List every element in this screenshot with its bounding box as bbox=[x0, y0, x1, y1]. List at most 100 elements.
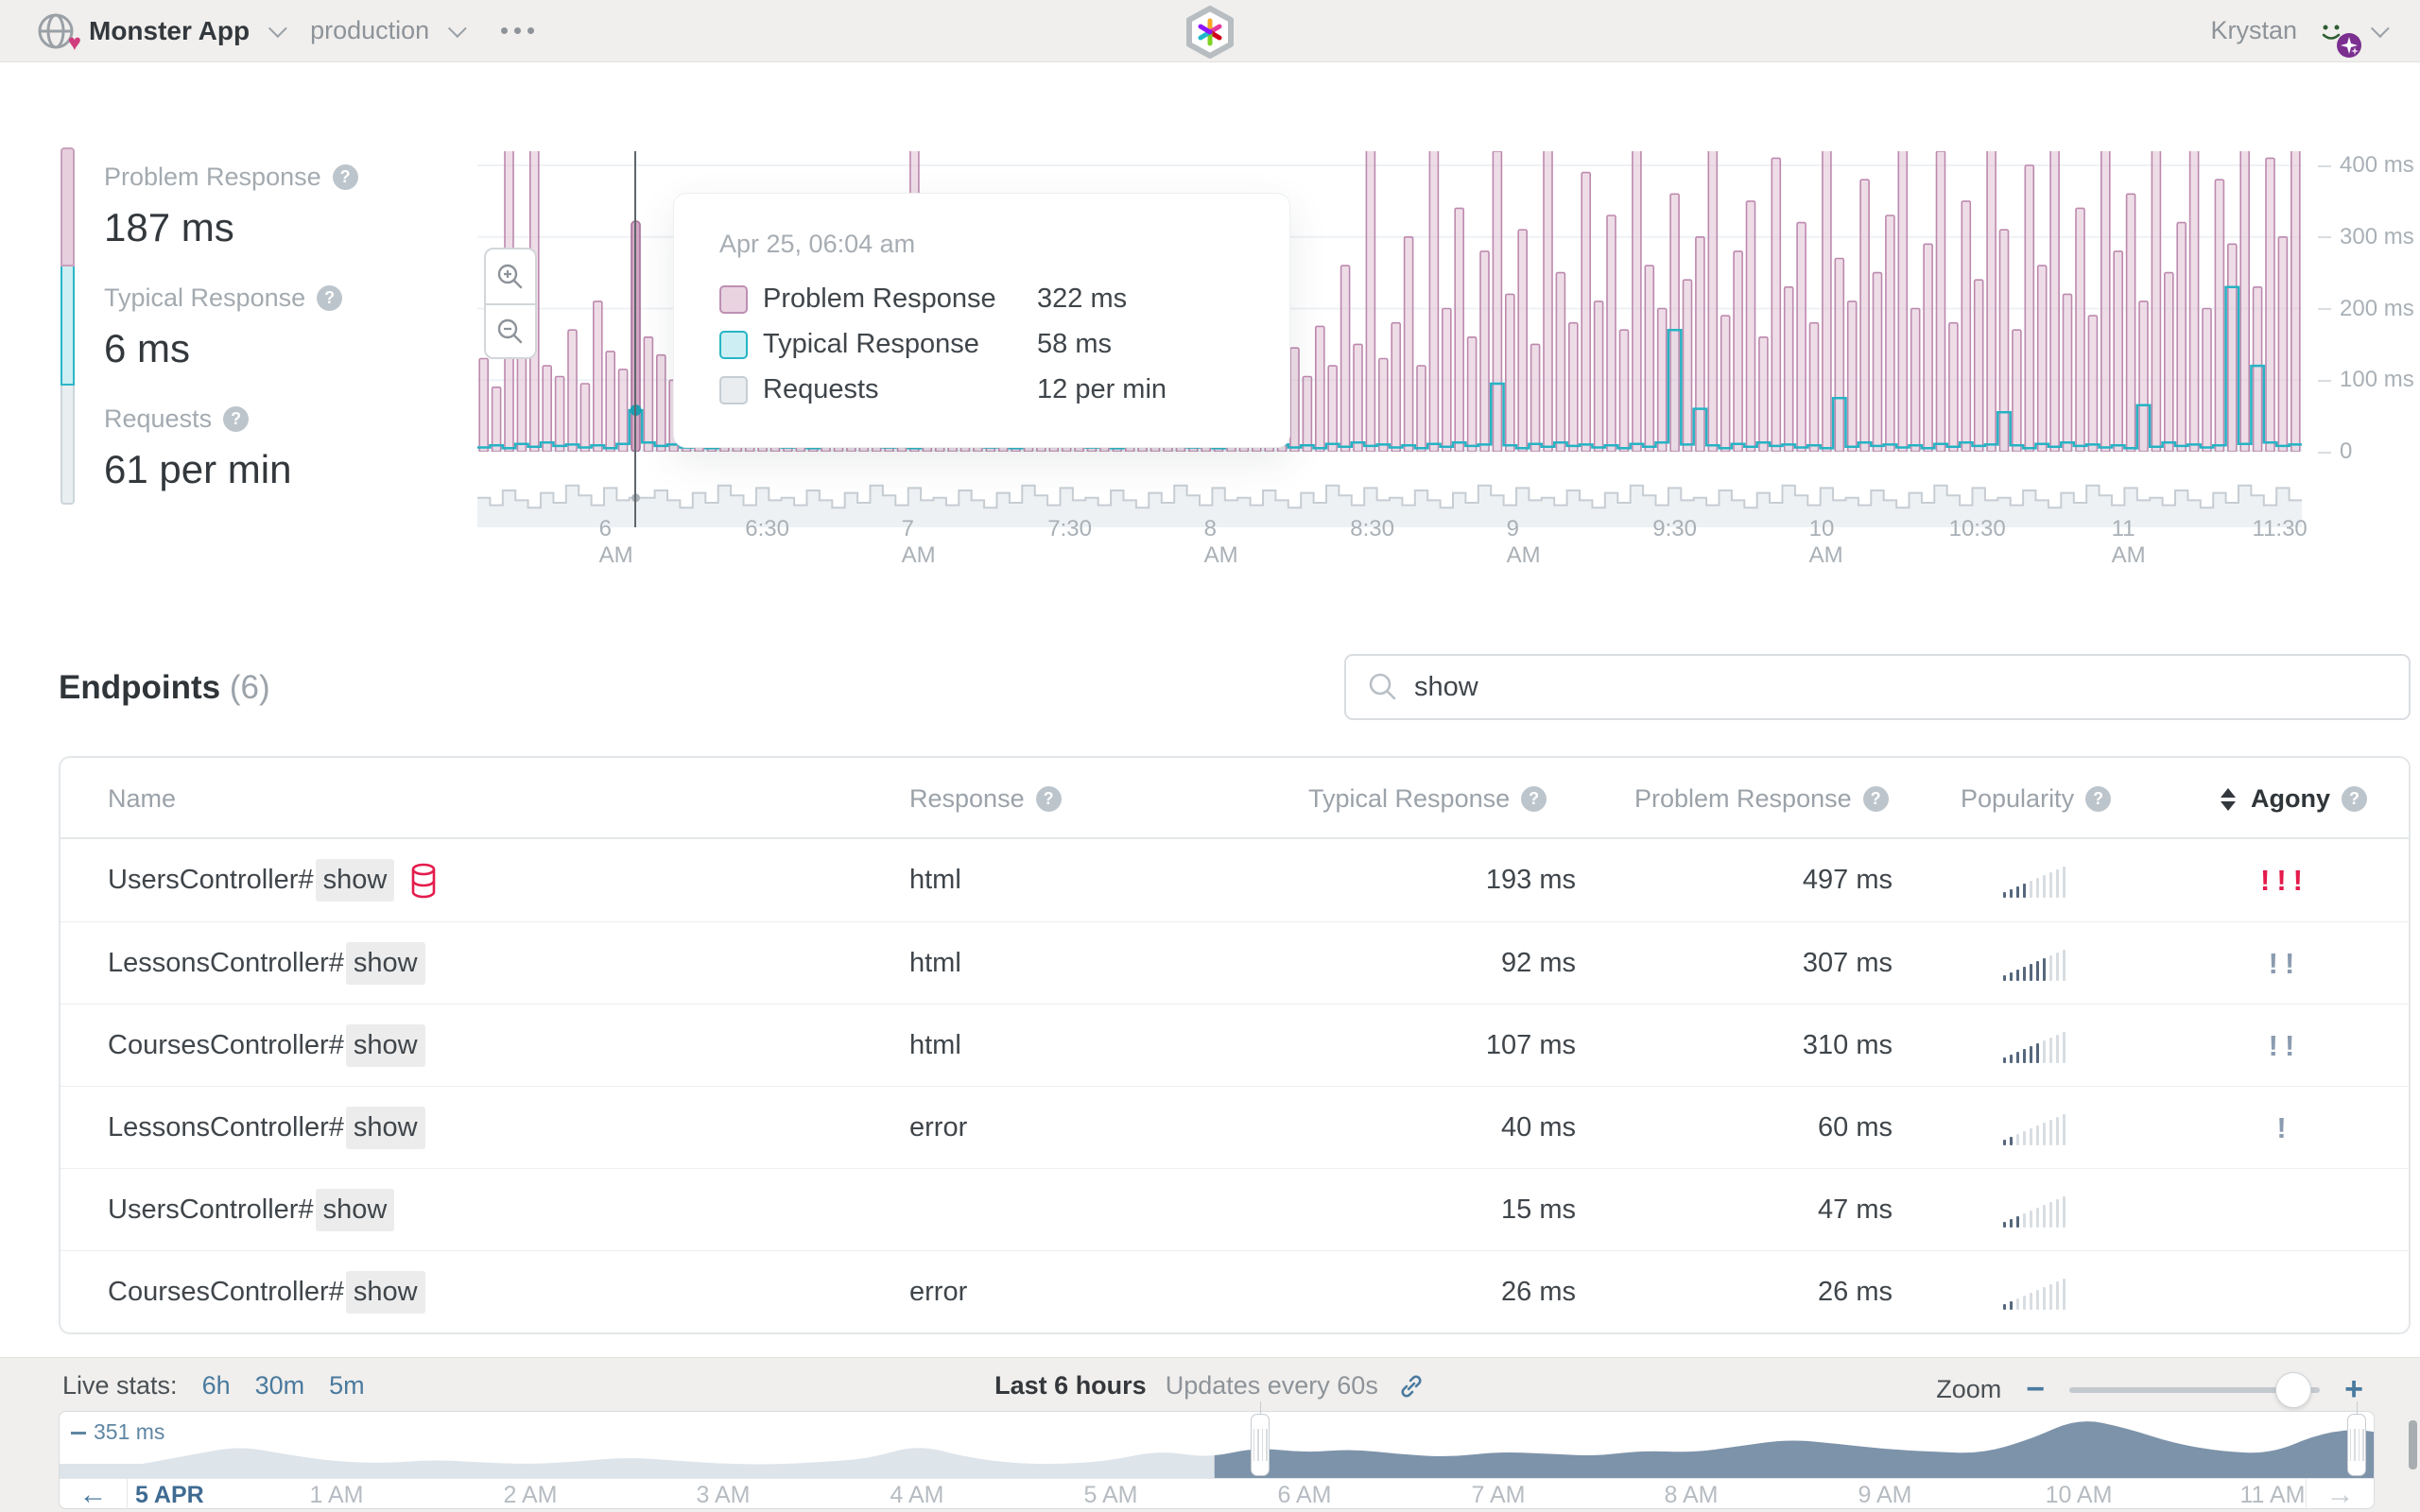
database-alert-icon bbox=[411, 863, 436, 898]
response-type-cell: error bbox=[909, 1112, 968, 1143]
stat-value: 6 ms bbox=[104, 326, 191, 370]
user-avatar[interactable] bbox=[2310, 10, 2361, 58]
search-match-highlight: show bbox=[345, 1024, 425, 1067]
agony-marks: !!! bbox=[2260, 863, 2309, 897]
help-icon[interactable]: ? bbox=[1521, 786, 1547, 812]
user-menu-chevron-icon[interactable] bbox=[2370, 18, 2390, 38]
x-tick-label: 6 AM bbox=[598, 516, 633, 568]
x-tick-label: 8:30 bbox=[1350, 516, 1394, 541]
zoom-slider[interactable] bbox=[2069, 1371, 2321, 1408]
endpoint-name-link[interactable]: LessonsController# show bbox=[108, 922, 425, 1005]
endpoint-name-link[interactable]: CoursesController# show bbox=[108, 1251, 425, 1333]
table-row[interactable]: LessonsController# show html 92 ms 307 ms!! bbox=[60, 921, 2409, 1004]
endpoint-name-link[interactable]: LessonsController# show bbox=[108, 1087, 425, 1169]
timeline-date-label: 5 APR bbox=[135, 1482, 204, 1508]
problem-response-cell: 310 ms bbox=[1802, 1030, 1893, 1060]
col-problem-response: Problem Response bbox=[1634, 784, 1852, 813]
problem-response-cell: 307 ms bbox=[1802, 948, 1893, 978]
zoom-in-button[interactable] bbox=[486, 249, 535, 303]
agony-cell: !!! bbox=[2171, 839, 2398, 921]
endpoints-title-text: Endpoints bbox=[59, 669, 221, 706]
help-icon[interactable]: ? bbox=[1862, 786, 1889, 812]
search-input[interactable] bbox=[1414, 671, 2388, 703]
scrollbar-thumb[interactable] bbox=[2409, 1420, 2417, 1469]
table-row[interactable]: UsersController# show 15 ms 47 ms bbox=[60, 1168, 2409, 1250]
help-icon[interactable]: ? bbox=[2085, 786, 2112, 812]
response-type-cell: html bbox=[909, 948, 961, 978]
timeline-area-chart[interactable] bbox=[60, 1412, 2374, 1478]
table-row[interactable]: CoursesController# show html 107 ms 310 ms!! bbox=[60, 1004, 2409, 1086]
chart-crosshair bbox=[634, 151, 636, 527]
zoom-label: Zoom bbox=[1936, 1375, 2002, 1403]
environment-chevron-icon[interactable] bbox=[448, 18, 467, 38]
popularity-bars-icon bbox=[2002, 864, 2066, 898]
timeline-hour-label: 8 AM bbox=[1664, 1482, 1719, 1508]
teal-swatch-icon bbox=[719, 330, 748, 359]
x-tick-label: 7 AM bbox=[901, 516, 936, 568]
agony-cell: !! bbox=[2171, 1005, 2398, 1087]
brush-handle-left[interactable] bbox=[1251, 1401, 1270, 1476]
popularity-bars-icon bbox=[2002, 947, 2066, 981]
table-row[interactable]: UsersController# show html 193 ms 497 ms!!! bbox=[60, 839, 2409, 921]
timeline-hour-label: 2 AM bbox=[503, 1482, 558, 1508]
endpoint-name-link[interactable]: UsersController# show bbox=[108, 839, 438, 921]
table-header: Name Response? Typical Response? Problem… bbox=[60, 758, 2409, 839]
problem-response-cell: 60 ms bbox=[1818, 1112, 1893, 1143]
stat-bar-typical-segment bbox=[60, 266, 75, 386]
timeline-hour-label: 6 AM bbox=[1277, 1482, 1332, 1508]
app-switcher-chevron-icon[interactable] bbox=[268, 18, 287, 38]
gray-swatch-icon bbox=[719, 375, 748, 404]
range-link-30m[interactable]: 30m bbox=[254, 1371, 305, 1400]
help-icon[interactable]: ? bbox=[317, 285, 343, 311]
overflow-menu-icon[interactable] bbox=[501, 27, 535, 34]
timeline-next-button[interactable]: → bbox=[2306, 1479, 2374, 1510]
agony-marks: ! bbox=[2276, 1110, 2293, 1144]
timeline-hour-label: 7 AM bbox=[1471, 1482, 1526, 1508]
help-icon[interactable]: ? bbox=[332, 164, 358, 190]
response-type-cell: error bbox=[909, 1277, 968, 1307]
timeline-threshold-label: 351 ms bbox=[71, 1419, 164, 1445]
problem-response-cell: 26 ms bbox=[1818, 1277, 1893, 1307]
table-row[interactable]: LessonsController# show error 40 ms 60 ms! bbox=[60, 1086, 2409, 1168]
popularity-cell bbox=[1959, 922, 2110, 1005]
table-row[interactable]: CoursesController# show error 26 ms 26 ms bbox=[60, 1250, 2409, 1332]
timeline-hour-label: 10 AM bbox=[2045, 1482, 2113, 1508]
popularity-bars-icon bbox=[2002, 1276, 2066, 1310]
brush-handle-right[interactable] bbox=[2347, 1401, 2366, 1476]
search-icon bbox=[1369, 673, 1396, 700]
timeline-prev-button[interactable]: ← bbox=[60, 1479, 128, 1510]
help-icon[interactable]: ? bbox=[1035, 786, 1062, 812]
stat-label: Problem Response bbox=[104, 163, 321, 191]
chart-tooltip: Apr 25, 06:04 am Problem Response 322 ms T… bbox=[673, 193, 1290, 448]
col-response: Response bbox=[909, 784, 1025, 813]
timeline-panel: 351 ms ← 5 APR 1 AM 2 AM 3 AM 4 AM 5 AM 6 AM 7… bbox=[59, 1401, 2375, 1510]
endpoint-name-link[interactable]: UsersController# show bbox=[108, 1169, 395, 1251]
range-link-6h[interactable]: 6h bbox=[201, 1371, 231, 1400]
endpoint-name-link[interactable]: CoursesController# show bbox=[108, 1005, 425, 1087]
endpoints-search-box[interactable] bbox=[1344, 654, 2411, 720]
search-match-highlight: show bbox=[345, 942, 425, 985]
zoom-in-control[interactable]: + bbox=[2344, 1371, 2363, 1407]
agony-cell: !! bbox=[2171, 922, 2398, 1005]
overview-stat-bar bbox=[60, 147, 75, 505]
stat-label: Requests bbox=[104, 404, 213, 433]
link-icon[interactable] bbox=[1397, 1372, 1426, 1400]
col-agony-sort[interactable]: Agony? bbox=[2221, 784, 2367, 814]
zoom-slider-knob[interactable] bbox=[2275, 1371, 2312, 1408]
zoom-out-button[interactable] bbox=[486, 303, 535, 357]
typical-response-cell: 107 ms bbox=[1485, 1030, 1576, 1060]
stat-requests: Requests? 61 per min bbox=[104, 404, 291, 492]
app-switcher[interactable]: Monster App bbox=[89, 15, 251, 45]
endpoints-table: Name Response? Typical Response? Problem… bbox=[59, 756, 2411, 1334]
help-icon[interactable]: ? bbox=[2342, 786, 2367, 812]
environment-switcher[interactable]: production bbox=[310, 16, 430, 44]
popularity-bars-icon bbox=[2002, 1029, 2066, 1063]
help-icon[interactable]: ? bbox=[223, 406, 250, 432]
search-match-highlight: show bbox=[345, 1271, 425, 1314]
timeline-hour-label: 1 AM bbox=[309, 1482, 364, 1508]
problem-response-cell: 47 ms bbox=[1818, 1194, 1893, 1225]
zoom-out-control[interactable]: − bbox=[2026, 1371, 2046, 1407]
y-tick-label: 100 ms bbox=[2318, 367, 2414, 393]
range-link-5m[interactable]: 5m bbox=[329, 1371, 365, 1400]
x-tick-label: 10:30 bbox=[1948, 516, 2006, 541]
